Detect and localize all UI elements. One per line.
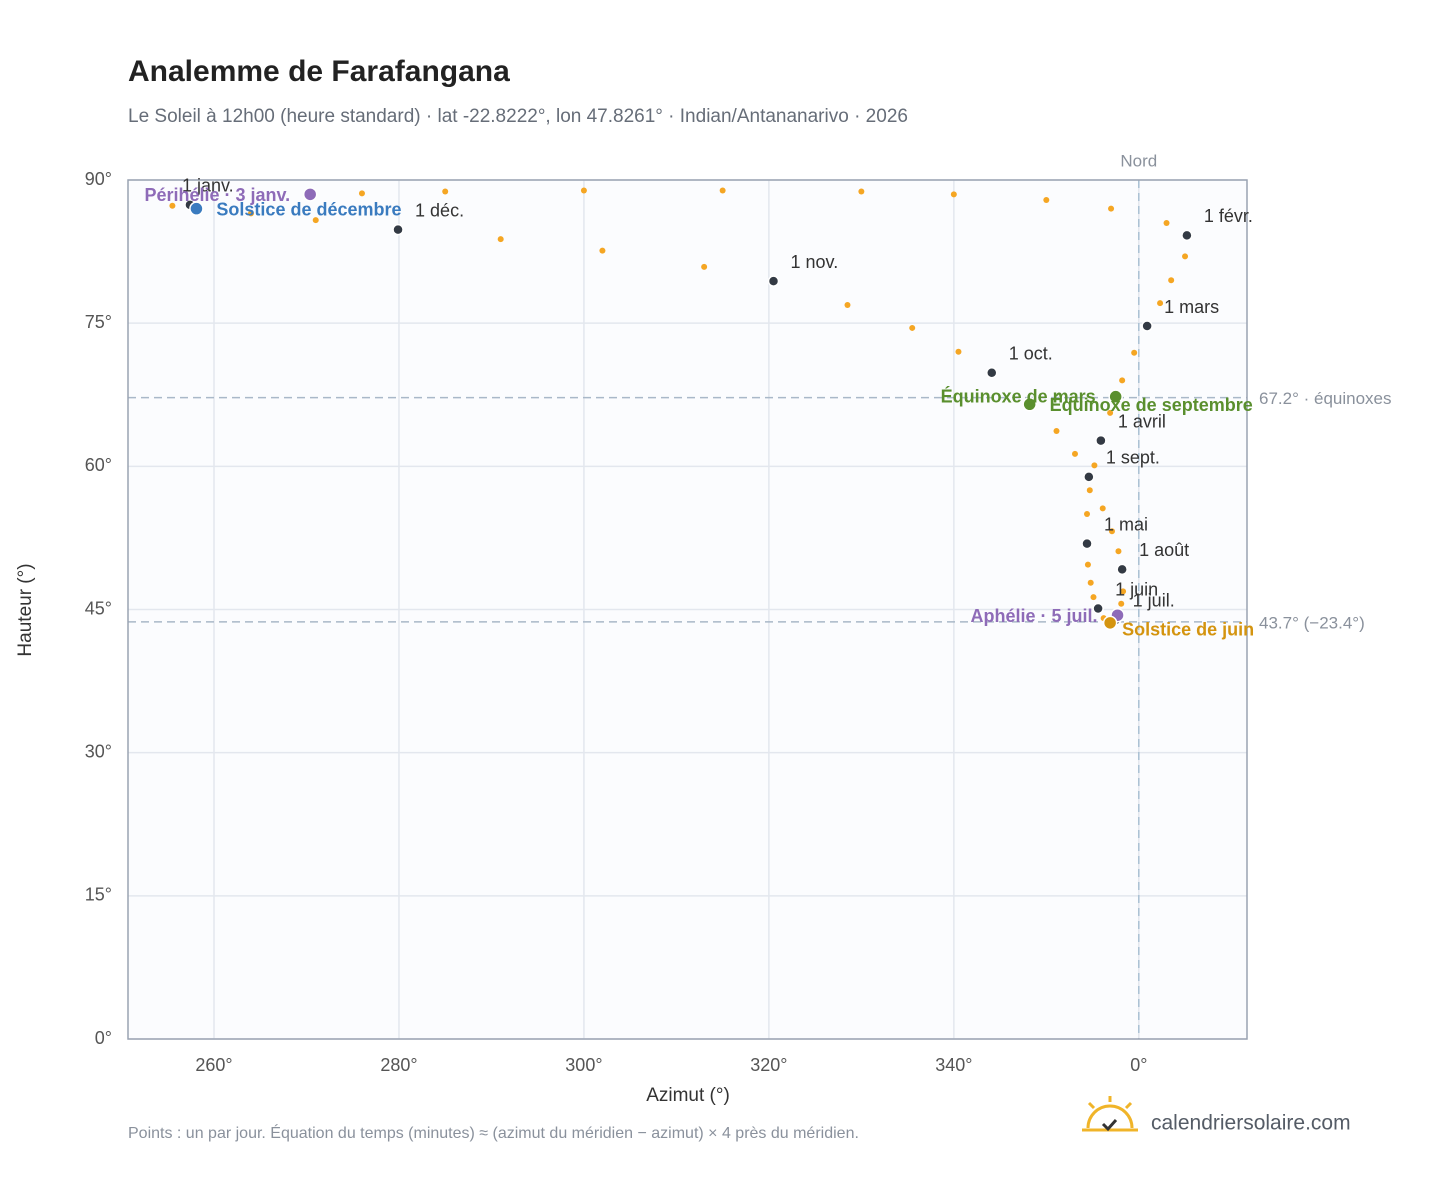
month-label: 1 nov. (791, 252, 839, 272)
event-label: Aphélie · 5 juil. (970, 606, 1097, 626)
daily-point (497, 236, 504, 243)
month-label: 1 sept. (1106, 448, 1160, 468)
daily-point (1084, 511, 1091, 518)
daily-point (442, 188, 449, 195)
event-label: Solstice de décembre (216, 199, 401, 219)
daily-point (1119, 377, 1126, 384)
daily-point (1084, 561, 1091, 568)
month-point (1081, 537, 1093, 550)
event-point (1108, 389, 1123, 404)
plot-frame (127, 179, 1248, 1040)
daily-point (701, 263, 708, 270)
daily-point (1115, 548, 1122, 555)
daily-point (1108, 205, 1115, 212)
month-point (1095, 434, 1107, 447)
y-tick-label: 15° (85, 885, 112, 905)
daily-point (1071, 450, 1078, 457)
x-axis-label: Azimut (°) (646, 1085, 730, 1106)
event-label: Équinoxe de septembre (1050, 394, 1253, 415)
event-label: Solstice de juin (1122, 620, 1254, 640)
footnote: Points : un par jour. Équation du temps … (128, 1123, 859, 1142)
y-tick-label: 0° (95, 1028, 112, 1048)
event-point (302, 187, 318, 202)
x-tick-label: 260° (195, 1055, 232, 1075)
daily-point (1087, 579, 1094, 586)
brand-logo (1082, 1096, 1138, 1132)
event-label: Périhélie · 3 janv. (144, 185, 290, 205)
y-tick-label: 45° (85, 598, 112, 618)
reference-label: 43.7° (−23.4°) (1259, 613, 1365, 632)
x-tick-label: 340° (935, 1055, 972, 1075)
daily-point (909, 324, 916, 331)
daily-point (950, 191, 957, 198)
month-point (986, 367, 998, 379)
y-tick-label: 90° (85, 169, 112, 189)
daily-point (1091, 462, 1098, 469)
daily-point (358, 190, 365, 197)
daily-point (1120, 588, 1127, 595)
daily-point (719, 187, 726, 194)
month-point (1181, 229, 1193, 242)
y-tick-label: 75° (85, 312, 112, 332)
daily-point (1086, 487, 1093, 494)
event-point (1102, 615, 1118, 631)
daily-point (1131, 349, 1138, 356)
month-point (1116, 563, 1128, 576)
daily-point (955, 348, 962, 355)
daily-point (1108, 528, 1115, 535)
y-axis-label: Hauteur (°) (15, 563, 36, 656)
month-label: 1 déc. (415, 200, 464, 220)
month-point (392, 223, 404, 236)
daily-point (580, 187, 587, 194)
month-label: 1 mars (1164, 297, 1219, 317)
month-point (1092, 602, 1104, 615)
daily-point (312, 217, 319, 224)
daily-point (1168, 277, 1175, 284)
month-label: 1 août (1139, 540, 1189, 560)
daily-point (1043, 197, 1050, 204)
month-label: 1 juil. (1133, 591, 1175, 611)
reference-label: 67.2° · équinoxes (1259, 389, 1392, 408)
daily-point (247, 210, 254, 217)
chart-subtitle: Le Soleil à 12h00 (heure standard) · lat… (128, 106, 908, 127)
x-tick-label: 0° (1130, 1055, 1147, 1075)
daily-point (1182, 253, 1189, 260)
brand-name: calendriersolaire.com (1151, 1112, 1351, 1135)
month-label: 1 mai (1104, 514, 1148, 534)
y-tick-label: 30° (85, 741, 112, 761)
x-tick-label: 300° (565, 1055, 602, 1075)
y-tick-label: 60° (85, 455, 112, 475)
daily-point (1118, 600, 1125, 607)
event-point (189, 201, 204, 216)
daily-point (169, 202, 176, 209)
daily-point (1053, 428, 1060, 435)
daily-point (858, 188, 865, 195)
daily-point (844, 302, 851, 309)
daily-point (599, 247, 606, 254)
daily-point (1157, 300, 1164, 307)
daily-point (1107, 409, 1114, 416)
chart-title: Analemme de Farafangana (128, 55, 510, 88)
event-label: Équinoxe de mars (941, 385, 1096, 406)
month-label: 1 juin (1115, 579, 1158, 599)
month-label: 1 avril (1118, 411, 1166, 431)
month-point (1141, 320, 1153, 332)
month-point (1083, 471, 1095, 483)
month-label: 1 oct. (1009, 344, 1053, 364)
daily-point (1090, 594, 1097, 601)
daily-point (1163, 219, 1170, 226)
event-point (1022, 397, 1037, 412)
daily-point (1099, 505, 1106, 512)
reference-label: Nord (1120, 151, 1157, 170)
x-tick-label: 320° (750, 1055, 787, 1075)
month-point (767, 275, 780, 287)
month-label: 1 janv. (182, 176, 234, 196)
x-tick-label: 280° (380, 1055, 417, 1075)
month-label: 1 févr. (1204, 206, 1253, 226)
